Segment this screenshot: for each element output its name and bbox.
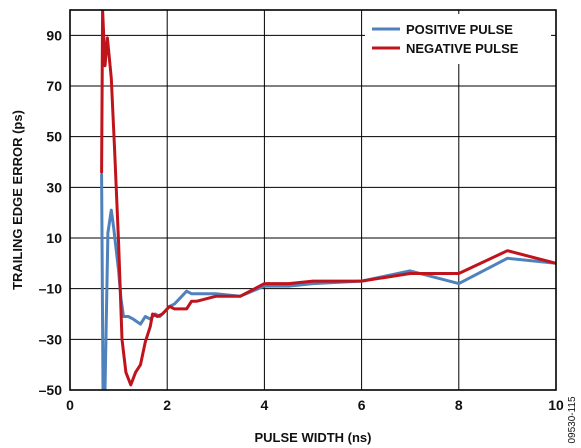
x-axis-title: PULSE WIDTH (ns) xyxy=(255,430,372,445)
x-tick-label: 6 xyxy=(358,397,366,413)
y-tick-label: 10 xyxy=(46,230,62,246)
y-tick-label: –30 xyxy=(39,331,63,347)
x-tick-labels: 0 2 4 6 8 10 xyxy=(66,397,564,413)
y-tick-label: 30 xyxy=(46,179,62,195)
grid-lines xyxy=(69,10,557,391)
y-tick-label: –10 xyxy=(39,281,63,297)
x-tick-label: 0 xyxy=(66,397,74,413)
y-tick-labels: –50 –30 –10 10 30 50 70 90 xyxy=(39,27,63,398)
legend-background xyxy=(365,14,551,64)
legend: POSITIVE PULSE NEGATIVE PULSE xyxy=(365,14,551,64)
plot-frame xyxy=(69,9,557,391)
y-tick-label: –50 xyxy=(39,382,63,398)
x-tick-label: 2 xyxy=(163,397,171,413)
x-tick-label: 4 xyxy=(261,397,269,413)
x-tick-label: 8 xyxy=(455,397,463,413)
legend-label-negative: NEGATIVE PULSE xyxy=(406,41,519,56)
y-tick-label: 90 xyxy=(46,27,62,43)
y-tick-label: 70 xyxy=(46,78,62,94)
figure-id: 09530-115 xyxy=(567,396,578,444)
y-tick-label: 50 xyxy=(46,129,62,145)
series-layer xyxy=(100,10,556,390)
y-axis-title: TRAILING EDGE ERROR (ps) xyxy=(10,110,25,290)
legend-label-positive: POSITIVE PULSE xyxy=(406,22,513,37)
x-tick-label: 10 xyxy=(548,397,564,413)
series-line-negative-pulse xyxy=(100,10,556,387)
